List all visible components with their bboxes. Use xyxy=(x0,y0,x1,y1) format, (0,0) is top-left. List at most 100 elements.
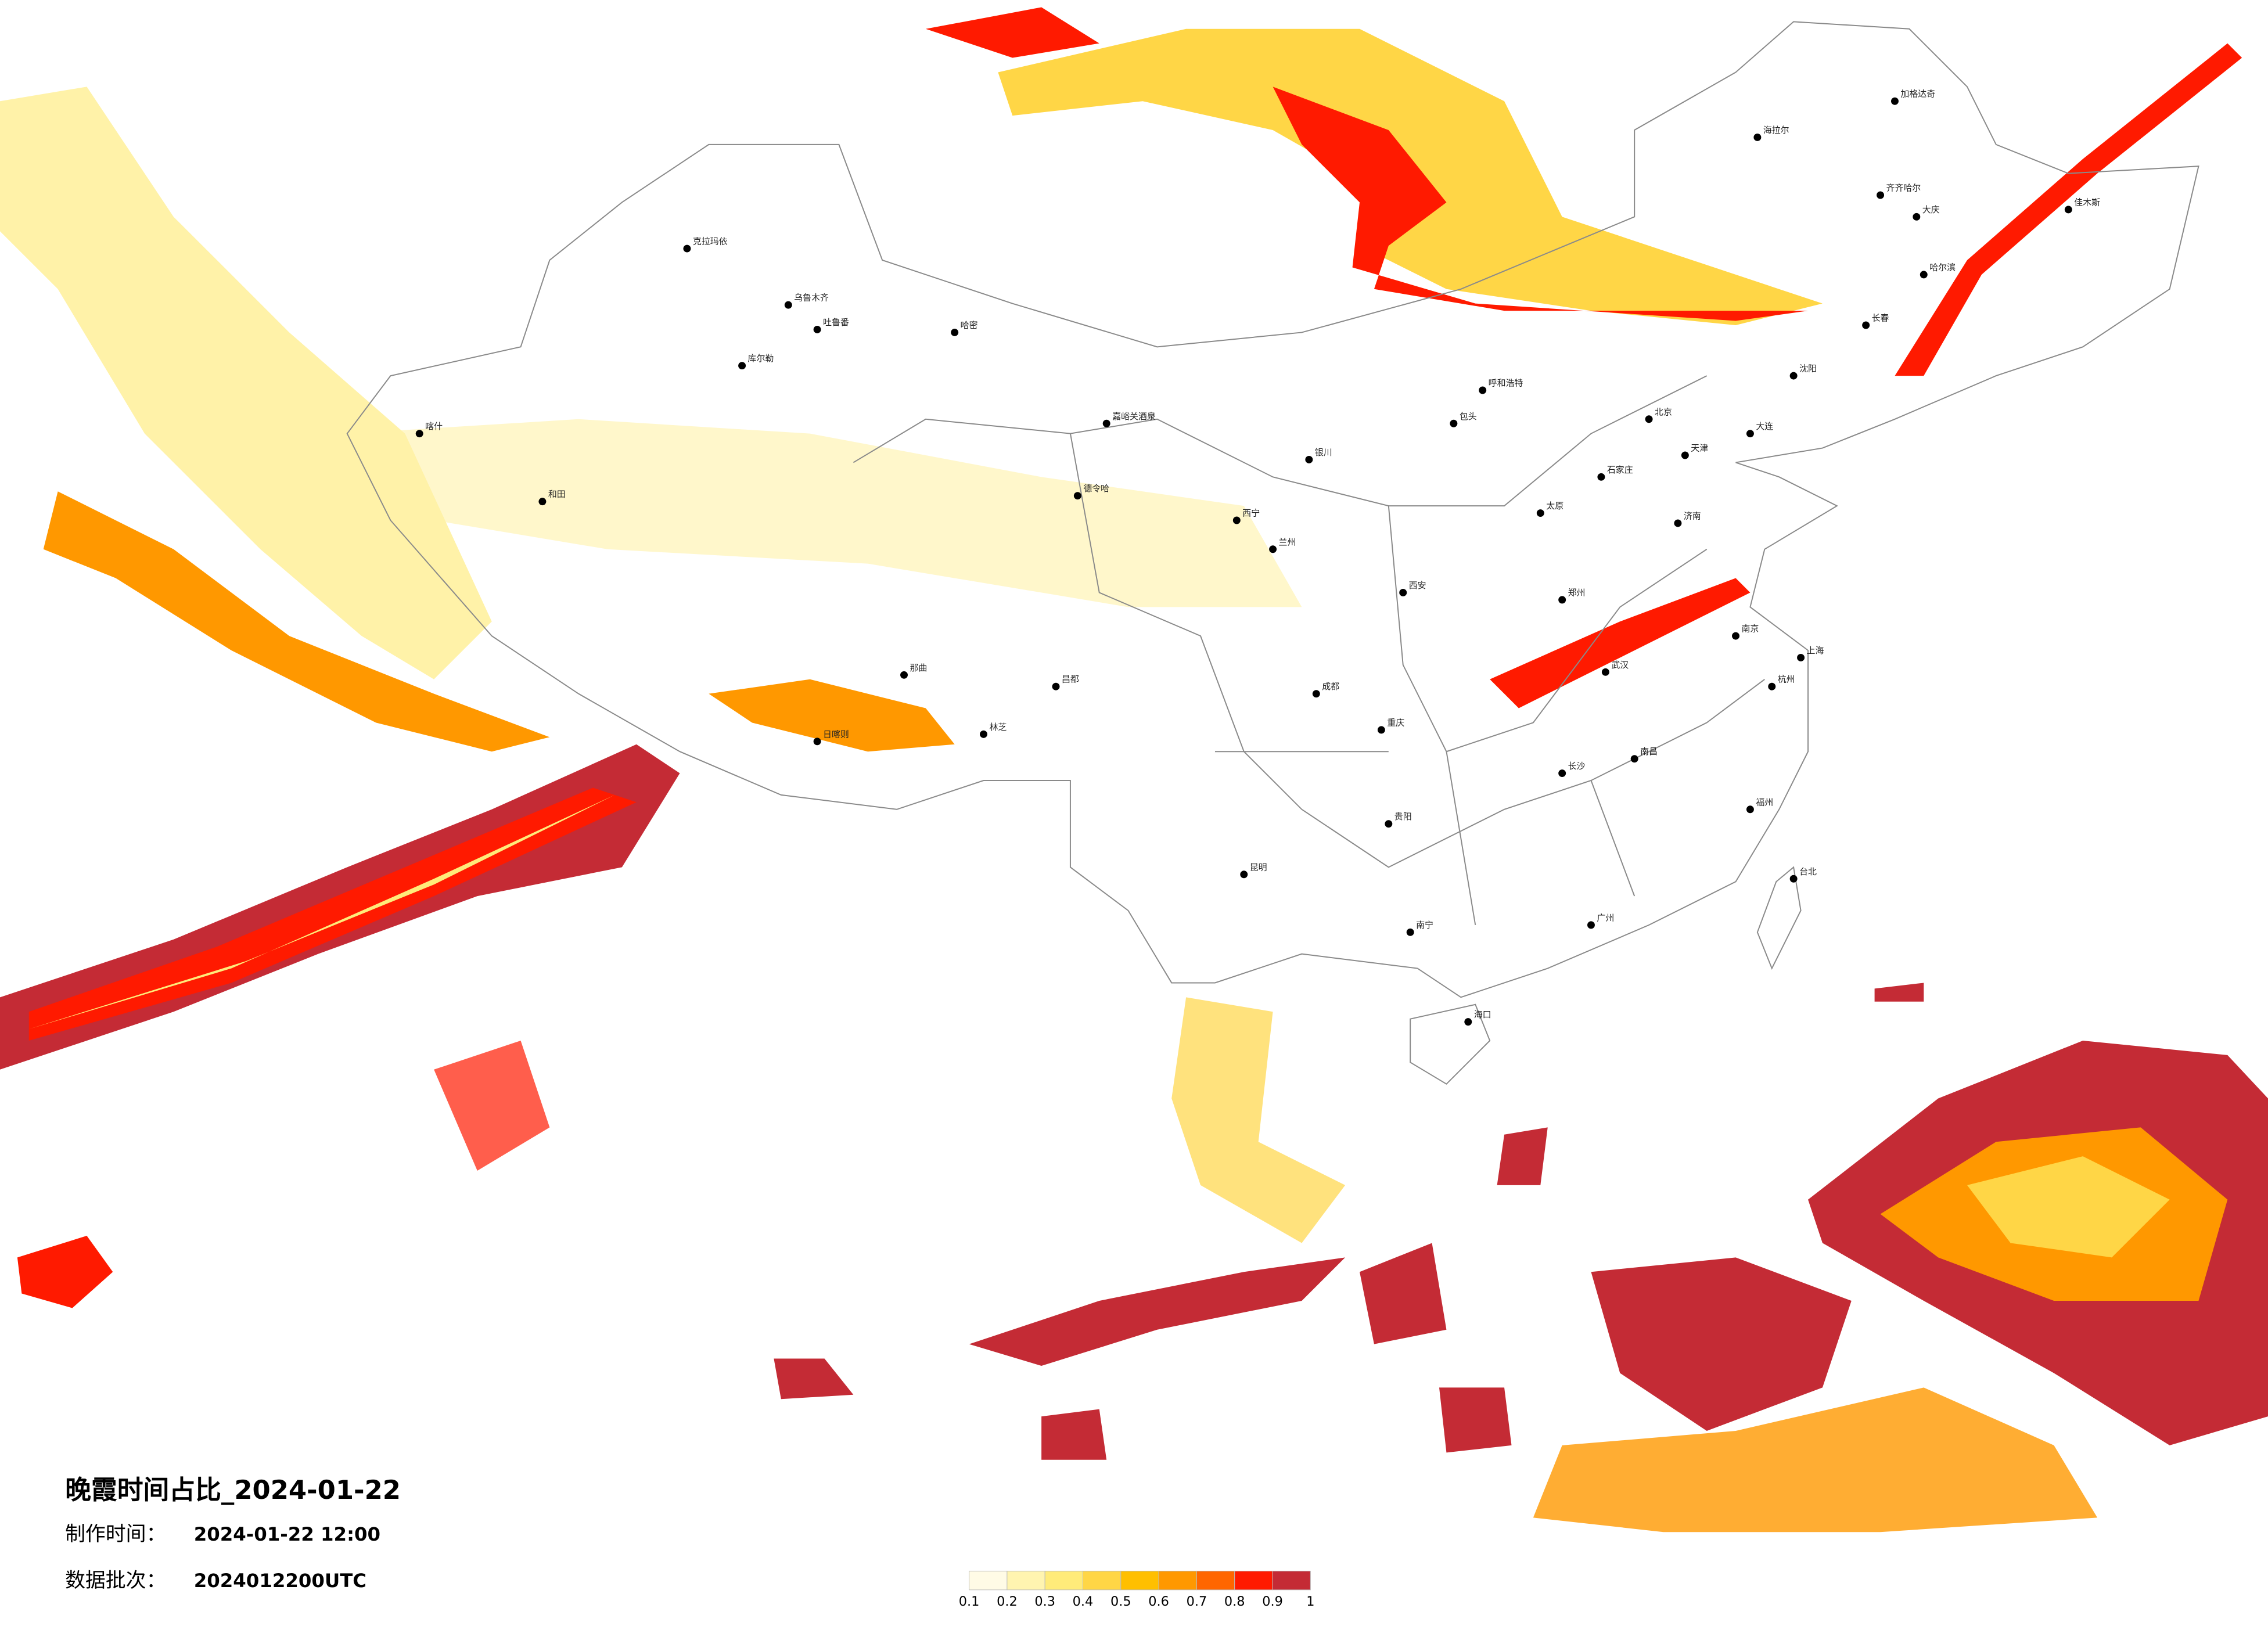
city-label: 克拉玛依 xyxy=(693,236,728,247)
city-label: 西安 xyxy=(1409,580,1426,591)
legend-swatch xyxy=(1044,1570,1084,1591)
city-label: 南昌 xyxy=(1640,746,1658,757)
legend-tick-label: 0.5 xyxy=(1110,1594,1131,1609)
legend: 0.1 0.2 0.3 0.4 0.5 0.6 0.7 0.8 0.9 1 xyxy=(959,1570,1314,1609)
heat-region xyxy=(1874,983,1924,1002)
city-label: 银川 xyxy=(1315,447,1332,458)
city-dot xyxy=(738,362,746,370)
city-dot xyxy=(1052,682,1060,690)
city-dot xyxy=(2064,206,2072,214)
city-dot xyxy=(1406,928,1414,936)
city-dot xyxy=(1073,492,1081,500)
city-dot xyxy=(900,671,908,679)
city-label: 昆明 xyxy=(1250,862,1267,872)
city-label: 武汉 xyxy=(1611,660,1629,670)
city-dot xyxy=(813,738,821,746)
city-dot xyxy=(980,730,987,738)
island-border xyxy=(1410,1003,1491,1085)
legend-tick-label: 0.1 xyxy=(959,1594,980,1609)
country-border xyxy=(346,21,2199,998)
city-label: 加格达奇 xyxy=(1900,89,1935,99)
city-dot xyxy=(1597,473,1605,481)
province-border xyxy=(853,375,1765,926)
legend-swatch xyxy=(1007,1570,1045,1591)
production-label: 制作时间： xyxy=(65,1523,166,1546)
legend-swatch xyxy=(1083,1570,1122,1591)
city-dot xyxy=(1102,419,1110,427)
city-dot xyxy=(1890,97,1899,105)
heat-region xyxy=(0,87,492,679)
city-dot xyxy=(1746,430,1754,438)
city-dot xyxy=(1558,596,1566,604)
city-dot xyxy=(415,430,423,438)
city-label: 上海 xyxy=(1807,645,1824,656)
city-dot xyxy=(1681,451,1689,459)
city-label: 兰州 xyxy=(1279,537,1296,547)
island-border xyxy=(1756,866,1802,970)
city-label: 长春 xyxy=(1872,313,1889,323)
city-dot xyxy=(784,301,792,309)
legend-swatch xyxy=(1120,1570,1159,1591)
city-label: 天津 xyxy=(1691,443,1708,454)
city-dot xyxy=(1797,653,1805,661)
city-label: 日喀则 xyxy=(823,729,849,739)
city-dot xyxy=(1312,690,1320,698)
city-dot xyxy=(1479,386,1487,394)
city-dot xyxy=(1464,1018,1472,1026)
legend-swatch xyxy=(1272,1570,1311,1591)
city-dot xyxy=(1240,870,1248,879)
city-label: 大庆 xyxy=(1922,204,1940,215)
city-dot xyxy=(1862,321,1870,329)
city-label: 和田 xyxy=(548,489,566,499)
city-label: 哈密 xyxy=(961,320,978,330)
city-dot xyxy=(1587,921,1595,929)
city-dot xyxy=(1674,519,1682,527)
heat-region xyxy=(17,1236,113,1308)
city-dot xyxy=(1877,191,1885,199)
city-label: 福州 xyxy=(1756,797,1773,807)
city-label: 南京 xyxy=(1741,624,1759,634)
city-label: 西宁 xyxy=(1242,508,1260,519)
city-dot xyxy=(1645,415,1653,423)
city-label: 嘉峪关酒泉 xyxy=(1112,411,1156,422)
city-dot xyxy=(1732,632,1739,640)
city-dot xyxy=(1753,133,1762,141)
city-label: 林芝 xyxy=(989,722,1007,732)
legend-tick-label: 0.8 xyxy=(1224,1594,1245,1609)
city-dot xyxy=(1269,545,1277,553)
city-dot xyxy=(1601,668,1609,676)
city-label: 济南 xyxy=(1684,511,1701,521)
city-label: 乌鲁木齐 xyxy=(794,293,829,303)
city-label: 石家庄 xyxy=(1607,465,1633,475)
heat-region xyxy=(969,1257,1346,1366)
legend-tick-label: 0.7 xyxy=(1187,1594,1207,1609)
city-label: 昌都 xyxy=(1062,674,1079,685)
city-label: 那曲 xyxy=(910,663,927,673)
city-label: 长沙 xyxy=(1568,761,1586,771)
city-dot xyxy=(1377,726,1385,734)
city-label: 大连 xyxy=(1756,421,1773,431)
city-label: 杭州 xyxy=(1778,674,1795,685)
map-title: 晚霞时间占比_2024-01-22 xyxy=(65,1474,401,1505)
legend-tick-label: 0.9 xyxy=(1262,1594,1283,1609)
city-dot xyxy=(1768,682,1776,690)
city-dot xyxy=(1746,805,1754,814)
heat-region xyxy=(925,7,1099,58)
heat-region xyxy=(1497,1127,1548,1185)
legend-swatch xyxy=(1234,1570,1273,1591)
city-dot xyxy=(1920,271,1928,279)
legend-swatch xyxy=(1158,1570,1197,1591)
city-label: 南宁 xyxy=(1416,920,1433,930)
city-label: 成都 xyxy=(1322,681,1339,692)
city-label: 佳木斯 xyxy=(2074,197,2100,207)
legend-tick-label: 0.4 xyxy=(1073,1594,1094,1609)
city-label: 太原 xyxy=(1546,501,1563,511)
batch-label: 数据批次： xyxy=(65,1569,166,1592)
city-label: 齐齐哈尔 xyxy=(1886,183,1921,193)
city-label: 呼和浩特 xyxy=(1489,378,1523,388)
borders xyxy=(346,21,2199,1085)
city-dot xyxy=(951,328,959,336)
city-label: 广州 xyxy=(1597,912,1614,923)
city-label: 重庆 xyxy=(1387,717,1404,728)
city-dot xyxy=(1630,755,1638,763)
